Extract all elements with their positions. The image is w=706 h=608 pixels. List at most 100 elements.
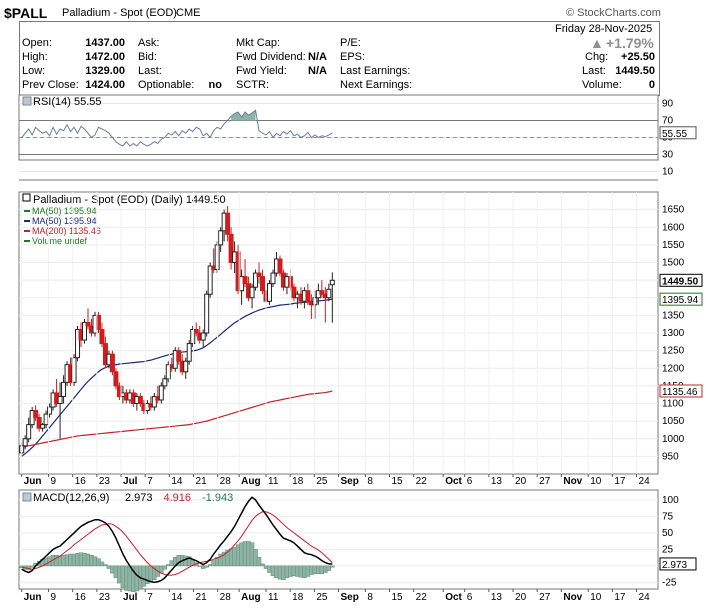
quote-label: Next Earnings:: [340, 79, 413, 91]
x-tick-label: 20: [515, 476, 527, 487]
candle-body: [249, 286, 255, 299]
macd-histogram-bar: [260, 563, 265, 567]
x-tick-label: Nov: [563, 592, 582, 603]
brand-label[interactable]: © StockCharts.com: [566, 7, 661, 19]
x-tick-label: Jul: [123, 592, 138, 603]
quote-value: 0: [648, 79, 655, 91]
x-tick-label: 25: [316, 592, 328, 603]
candle-body: [200, 332, 206, 341]
macd-histogram-bar: [162, 565, 168, 570]
quote-label: Last Earnings:: [340, 65, 411, 77]
quote-label: High:: [22, 51, 48, 63]
quote-label: Low:: [22, 65, 46, 77]
macd-line: [21, 496, 333, 584]
x-tick-label: 18: [292, 592, 304, 603]
x-tick-label: 27: [539, 592, 551, 603]
rsi-legend-swatch: [22, 96, 32, 106]
x-tick-label: Aug: [241, 592, 260, 603]
candle-body: [158, 385, 164, 401]
x-tick-label: 28: [220, 592, 232, 603]
quote-label: Prev Close:: [22, 79, 79, 91]
x-tick-label: 24: [639, 476, 651, 487]
price-tick-label: 1100: [662, 399, 684, 410]
price-legend: Palladium - Spot (EOD) (Daily) 1449.50: [33, 194, 226, 206]
candle-body: [253, 272, 259, 288]
candle-body: [190, 328, 196, 345]
candle-body: [151, 395, 157, 408]
x-tick-label: Oct: [445, 476, 462, 487]
x-tick-label: Jun: [24, 592, 42, 603]
x-tick-label: 13: [491, 476, 503, 487]
price-tick-label: 1050: [662, 416, 685, 427]
overlay-legend: MA(50) 1395.94: [32, 206, 97, 216]
x-tick-label: 22: [416, 476, 428, 487]
quote-value: 1449.50: [615, 65, 655, 77]
ma50-last-value-tag: [659, 292, 703, 306]
quote-value: 1437.00: [85, 37, 125, 49]
x-tick-label: 7: [147, 476, 153, 487]
macd-last-value: 2.973: [662, 560, 687, 571]
quote-value: no: [208, 79, 222, 91]
macd-histogram-bar: [204, 565, 209, 568]
x-tick-label: 21: [196, 592, 208, 603]
x-tick-label: 11: [268, 476, 279, 487]
quote-label: Open:: [22, 37, 52, 49]
x-tick-label: 21: [196, 476, 208, 487]
quote-label: Fwd Dividend:: [236, 51, 306, 63]
rsi-last-value: 55.55: [662, 129, 687, 140]
candle-body: [176, 350, 182, 362]
x-tick-label: 24: [639, 592, 651, 603]
candle-body: [214, 244, 220, 271]
x-tick-label: 23: [99, 592, 111, 603]
price-tick-label: 1350: [662, 310, 685, 321]
candle-body: [228, 233, 234, 264]
quote-label: EPS:: [340, 51, 366, 63]
quote-value: 1472.00: [85, 51, 125, 63]
rsi-last-value-tag: [659, 126, 697, 140]
candle-body: [319, 290, 325, 295]
candle-body: [71, 357, 77, 383]
candle-body: [266, 283, 272, 302]
macd-histogram-bar: [326, 565, 332, 571]
ma200-last-value-tag: [659, 384, 703, 398]
x-tick-label: 25: [316, 476, 328, 487]
x-tick-label: 13: [491, 592, 503, 603]
price-tick-label: 1300: [662, 328, 685, 339]
price-tick-label: 1000: [662, 434, 685, 445]
candle-body: [204, 293, 210, 334]
quote-value: +25.50: [621, 51, 655, 63]
candle-body: [165, 364, 171, 380]
quote-value: 1424.00: [85, 79, 125, 91]
price-tick-label: 1650: [662, 205, 685, 216]
exchange-label: CME: [176, 7, 201, 19]
x-tick-label: 17: [614, 476, 626, 487]
candle-body: [85, 321, 91, 327]
candle-body: [82, 321, 88, 341]
candle-body: [225, 212, 231, 235]
x-tick-label: 9: [51, 592, 57, 603]
macd-last-value-tag: [659, 557, 697, 571]
candle-body: [270, 272, 276, 285]
rsi-legend: RSI(14) 55.55: [33, 96, 101, 108]
candle-body: [242, 276, 248, 285]
rsi-tick-label: 90: [662, 99, 674, 110]
x-tick-label: 9: [51, 476, 57, 487]
candle-body: [218, 230, 224, 246]
candle-body: [137, 395, 143, 405]
x-tick-label: 10: [590, 476, 602, 487]
candle-body: [109, 353, 115, 373]
price-tick-label: 950: [662, 451, 679, 462]
rsi-panel: [18, 94, 659, 161]
candle-body: [33, 410, 39, 419]
macd-histogram-bar: [103, 564, 108, 567]
price-tick-label: 1200: [662, 363, 685, 374]
x-tick-label: 20: [515, 592, 527, 603]
x-tick-label: 18: [292, 476, 304, 487]
x-tick-label: 11: [268, 592, 279, 603]
candle-body: [329, 279, 335, 286]
rsi-tick-label: 70: [662, 116, 674, 127]
macd-legend-swatch: [22, 492, 32, 502]
x-tick-label: 15: [392, 476, 404, 487]
